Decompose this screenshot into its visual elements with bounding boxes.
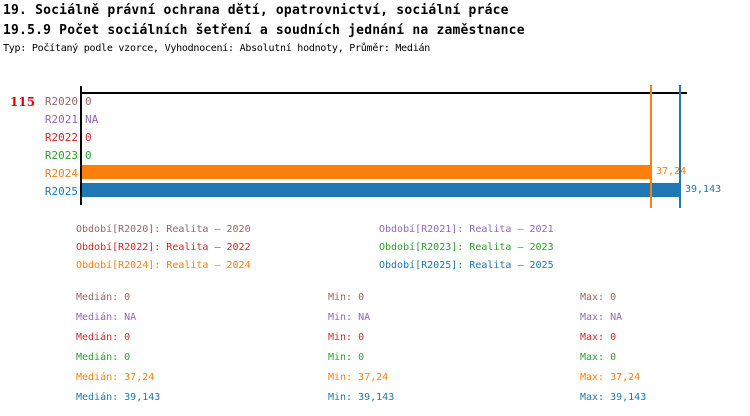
legend-item-r2020: Období[R2020]: Realita – 2020 (76, 224, 251, 235)
bar-value-label-r2025: 39,143 (685, 184, 722, 195)
value-label-r2022: 0 (85, 131, 92, 144)
stat-min: Min: 39,143 (328, 392, 395, 403)
period-label-r2025: R2025 (44, 185, 78, 198)
stat-max: Max: 37,24 (580, 372, 641, 383)
chart-title: 19.5.9 Počet sociálních šetření a soudní… (3, 23, 525, 38)
stat-min: Min: 0 (328, 352, 365, 363)
stat-median: Medián: 0 (76, 292, 131, 303)
legend-item-r2021: Období[R2021]: Realita – 2021 (379, 224, 554, 235)
stat-max: Max: 0 (580, 292, 617, 303)
stat-min: Min: 0 (328, 332, 365, 343)
stat-max: Max: 0 (580, 352, 617, 363)
value-label-r2023: 0 (85, 149, 92, 162)
stat-min: Min: NA (328, 312, 371, 323)
bar-value-label-r2024: 37,24 (656, 166, 687, 177)
x-axis-top-line (80, 92, 687, 94)
marker-line-r2024 (650, 85, 652, 208)
stat-min: Min: 37,24 (328, 372, 389, 383)
indicator-number: 115 (10, 95, 36, 109)
legend-item-r2023: Období[R2023]: Realita – 2023 (379, 242, 554, 253)
stat-median: Medián: 0 (76, 332, 131, 343)
legend-item-r2025: Období[R2025]: Realita – 2025 (379, 260, 554, 271)
period-label-r2023: R2023 (44, 149, 78, 162)
period-label-r2024: R2024 (44, 167, 78, 180)
stat-min: Min: 0 (328, 292, 365, 303)
chart-meta-line: Typ: Počítaný podle vzorce, Vyhodnocení:… (3, 43, 431, 54)
value-label-r2021: NA (85, 113, 99, 126)
page-title: 19. Sociálně právní ochrana dětí, opatro… (3, 3, 509, 18)
stat-max: Max: 0 (580, 332, 617, 343)
period-label-r2021: R2021 (44, 113, 78, 126)
marker-line-r2025 (679, 85, 681, 208)
period-label-r2022: R2022 (44, 131, 78, 144)
stat-median: Medián: NA (76, 312, 137, 323)
stat-max: Max: 39,143 (580, 392, 647, 403)
stat-median: Medián: 0 (76, 352, 131, 363)
period-label-r2020: R2020 (44, 95, 78, 108)
stat-max: Max: NA (580, 312, 623, 323)
legend-item-r2024: Období[R2024]: Realita – 2024 (76, 260, 251, 271)
stat-median: Medián: 39,143 (76, 392, 161, 403)
y-axis-line (80, 86, 82, 205)
bar-r2025 (82, 183, 681, 197)
value-label-r2020: 0 (85, 95, 92, 108)
legend-item-r2022: Období[R2022]: Realita – 2022 (76, 242, 251, 253)
bar-r2024 (82, 165, 652, 179)
stat-median: Medián: 37,24 (76, 372, 155, 383)
